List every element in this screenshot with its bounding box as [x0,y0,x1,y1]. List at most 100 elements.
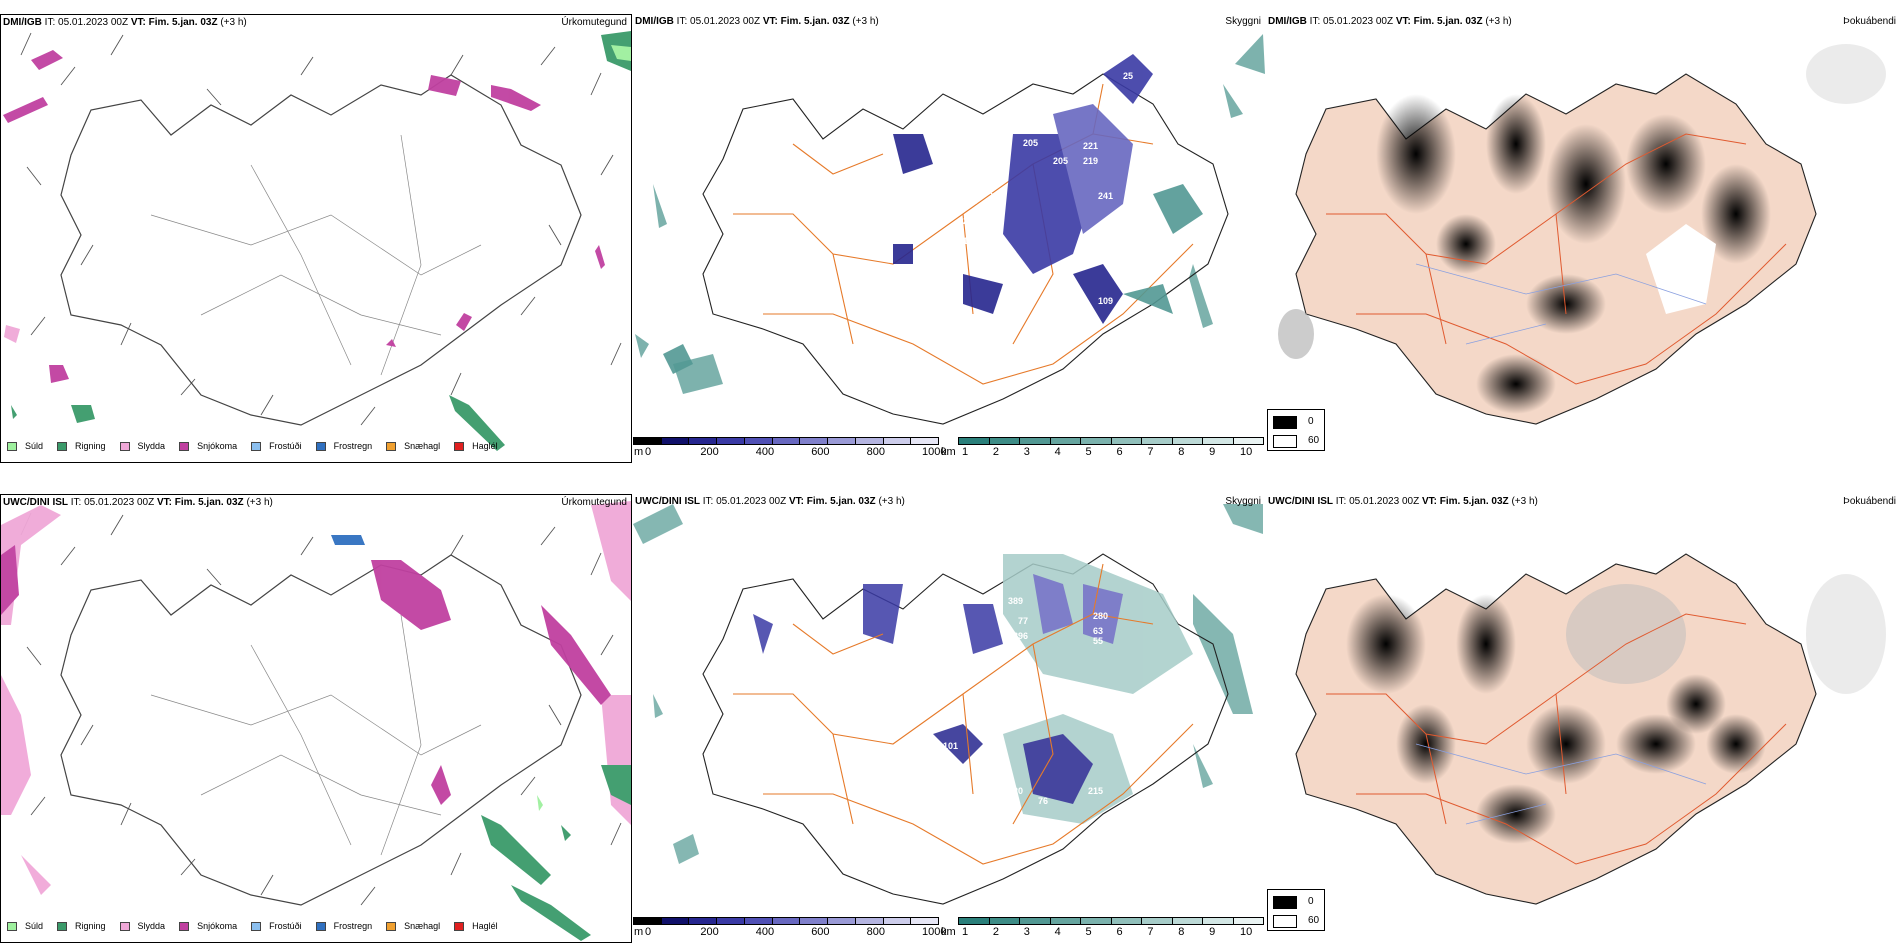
colorbar-segment [911,438,939,444]
cloud-scale-tick: 0 [645,446,652,458]
colorbar-segment [800,438,829,444]
vis-scale-unit: km [941,926,956,938]
vis-scale-tick: 5 [1085,926,1092,938]
cloud-base-label: 219 [1083,156,1098,166]
cloud-scale-tick: 600 [811,926,830,938]
colorbar-segment [959,438,990,444]
legend-item: Frostregn [315,441,372,451]
cloud-base-label: 196 [973,156,988,166]
cloud-base-label: 221 [1083,141,1098,151]
fog-dark-areas [1346,594,1766,844]
fog-dark-areas [1376,94,1771,414]
param-title: Þokuábendi [1843,16,1896,27]
iceland-coastline [60,74,582,426]
legend-item: Snjókoma [179,441,237,451]
fog-field [1295,553,1886,905]
legend-swatch [57,441,68,451]
colorbar-segment [1081,918,1112,924]
cloud-number-labels: 400 25 81 196 205 221 219 205 191 289 263 292 281 241… [648,56,1133,356]
cloud-base-label: 215 [1088,786,1103,796]
legend-item: Rigning [57,921,106,931]
precip-type-map-uwc: UWC/DINI ISL IT: 05.01.2023 00Z VT: Fim.… [0,494,632,943]
legend-item: Haglél [454,921,498,931]
wind-barbs-and-coast [1,501,631,941]
legend-item: Snjókoma [179,921,237,931]
vis-scale-tick: 8 [1178,926,1185,938]
cloud-base-label: 281 [963,216,978,226]
colorbar-segment [1233,438,1263,444]
colorbar-segment [689,918,718,924]
colorbar-segment [661,438,690,444]
cloud-scale-tick: 400 [755,446,775,458]
legend-item: Slydda [119,921,165,931]
road-network [1326,133,1787,385]
cloud-areas [663,54,1203,374]
scale-ticks-row1: m 0 200 400 600 800 1000 km 1 2 3 4 5 6 7 8 9 10 [0,446,1900,460]
vis-scale-tick: 10 [1240,446,1253,458]
it-label: IT: [44,17,56,28]
cloud-base-label: 205 [1053,156,1068,166]
visibility-map-uwc: 389 77 396 63 280 55 101 120 76 215 UWC/DINI ISL … [633,494,1265,943]
legend-swatch [386,441,397,451]
vis-scale-tick: 3 [1023,446,1030,458]
cloud-scale-unit: m [634,926,644,938]
colorbar-segment [1142,918,1173,924]
legend-item: Súld [7,921,43,931]
cloud-base-label: 18 [693,346,703,356]
vis-scale-tick: 4 [1054,926,1061,938]
cloud-scale-tick: 600 [811,446,830,458]
colorbar-segment [717,918,745,924]
panel-header: DMI/IGB IT: 05.01.2023 00Z VT: Fim. 5.ja… [1268,16,1512,27]
cloud-base-label: 292 [988,206,1003,216]
cloud-base-label: 81 [648,88,658,98]
legend-item: Frostúði [251,441,302,451]
cloud-scale-unit: m [634,446,644,458]
colorbar-segment [1111,438,1142,444]
legend-item: Slydda [119,441,165,451]
legend-swatch [179,441,190,451]
colorbar-segment [800,918,829,924]
vis-scale-tick: 1 [962,926,969,938]
cloud-base-label: 101 [943,741,958,751]
visibility-colorbar [958,917,1264,925]
cloud-base-label: 25 [1123,71,1133,81]
road-network [733,563,1194,865]
cloud-base-label: 63 [1093,626,1103,636]
vis-scale-tick: 7 [1147,446,1154,458]
legend-item: Snæhagl [386,441,440,451]
panel-header: DMI/IGB IT: 05.01.2023 00Z VT: Fim. 5.ja… [3,17,247,29]
vis-scale-tick: 7 [1147,926,1154,938]
cloud-base-colorbar [633,437,939,445]
vis-scale-tick: 6 [1116,446,1123,458]
vis-scale-unit: km [941,446,956,458]
cloud-base-colorbar [633,917,939,925]
colorbar-segment [772,918,801,924]
vis-scale-tick: 1 [962,446,969,458]
precip-type-map-dmi: DMI/IGB IT: 05.01.2023 00Z VT: Fim. 5.ja… [0,14,632,463]
legend-swatch [454,441,465,451]
legend-swatch [119,441,130,451]
visibility-colorbar [958,437,1264,445]
wind-barbs-and-coast [3,31,631,451]
visibility-map-dmi: 400 25 81 196 205 221 219 205 191 289 263 292 281 241… [633,14,1265,463]
legend-swatch [7,441,17,451]
fog-field [1278,44,1886,425]
scale-ticks-row2: m 0 200 400 600 800 1000 km 1 2 3 4 5 6 7 8 9 10 [0,926,1900,940]
colorbar-segment [1020,438,1051,444]
colorbar-segment [883,918,912,924]
vis-scale-tick: 5 [1085,446,1092,458]
cloud-scale-tick: 200 [700,446,719,458]
cloud-base-label: 263 [988,191,1003,201]
cloud-base-label: 120 [1008,786,1023,796]
cloud-base-label: 76 [1038,796,1048,806]
model-name: DMI/IGB [3,17,42,28]
precip-legend: Súld Rigning Slydda Snjókoma Frostúði Fr… [7,921,512,931]
vis-scale-tick: 9 [1209,446,1216,458]
colorbar-segment [1233,918,1263,924]
legend-item: Súld [7,441,43,451]
fog-legend: 0 60 [1267,889,1325,931]
colorbar-segment [883,438,912,444]
cloud-base-label: 191 [953,181,968,191]
vt-value: Fim. 5.jan. 03Z [148,17,218,28]
fog-indicator-map-dmi: DMI/IGB IT: 05.01.2023 00Z VT: Fim. 5.ja… [1266,14,1900,463]
